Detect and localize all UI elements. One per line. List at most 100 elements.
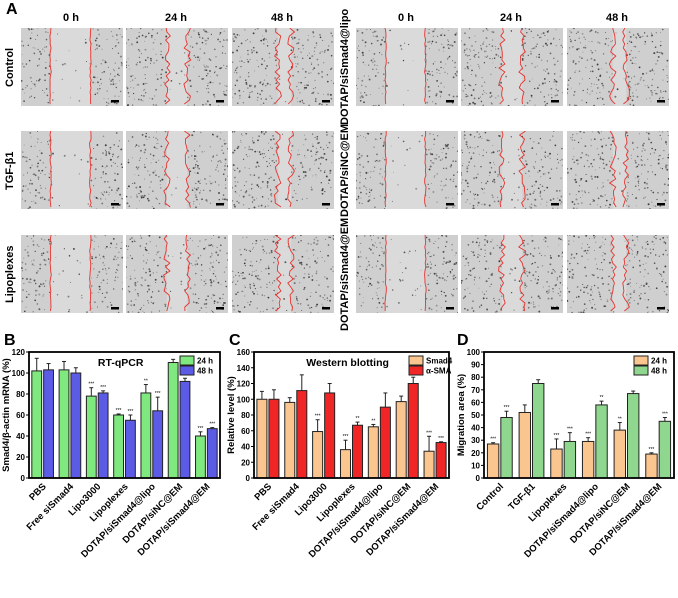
significance-marker: ** xyxy=(356,416,360,422)
y-axis-label: Migration area (%) xyxy=(456,374,467,456)
y-tick-label: 100 xyxy=(467,348,481,357)
bar xyxy=(97,392,109,479)
scale-bar xyxy=(216,203,224,206)
bar xyxy=(423,450,435,479)
micrograph xyxy=(356,131,458,209)
bar xyxy=(500,417,513,479)
bar xyxy=(179,380,191,479)
scale-bar xyxy=(657,307,665,310)
micrograph xyxy=(232,235,334,313)
x-tick-label: TGF-β1 xyxy=(506,481,538,513)
micrograph xyxy=(567,131,669,209)
y-tick-label: 0 xyxy=(246,474,251,483)
scale-bar xyxy=(322,203,330,206)
significance-marker: *** xyxy=(88,382,94,388)
bar xyxy=(367,426,379,479)
time-label: 24 h xyxy=(499,12,522,24)
bar xyxy=(627,393,640,479)
significance-marker: *** xyxy=(116,408,122,414)
wound-edge-line xyxy=(89,28,92,105)
bar xyxy=(167,362,179,479)
significance-marker: *** xyxy=(127,409,133,415)
wound-edge-line xyxy=(424,235,427,312)
wound-edge-line xyxy=(273,28,282,105)
y-tick-label: 100 xyxy=(12,369,26,378)
chart-d: D 0 10 20 30 40 50 60 70 80 90 100 Migration area (%… xyxy=(456,332,675,560)
panel-letter: C xyxy=(229,332,241,349)
micrograph xyxy=(21,131,123,209)
y-tick-label: 140 xyxy=(237,364,251,373)
legend-label: Smad4 xyxy=(426,357,453,366)
significance-marker: ** xyxy=(618,417,622,423)
group-label: DOTAP/siNC@EM xyxy=(339,123,351,217)
plot-frame xyxy=(483,351,675,479)
y-tick-label: 60 xyxy=(241,427,250,436)
significance-marker: *** xyxy=(490,437,496,443)
bar xyxy=(658,420,672,479)
bar xyxy=(486,443,500,479)
bar xyxy=(206,428,218,479)
y-tick-label: 80 xyxy=(471,373,480,382)
legend-swatch xyxy=(633,355,649,366)
wound-edge-line xyxy=(274,235,282,312)
wound-edge-line xyxy=(163,235,171,312)
significance-marker: *** xyxy=(585,432,591,438)
y-tick-label: 80 xyxy=(241,411,250,420)
y-tick-label: 50 xyxy=(471,411,480,420)
significance-marker: *** xyxy=(567,427,573,433)
y-tick-label: 70 xyxy=(471,386,480,395)
bar xyxy=(195,435,206,479)
significance-marker: *** xyxy=(426,430,432,436)
bar xyxy=(152,410,164,479)
time-label: 48 h xyxy=(270,12,293,24)
wound-edge-line xyxy=(163,131,171,208)
x-tick-label: Control xyxy=(474,481,506,513)
significance-marker: *** xyxy=(155,391,161,397)
bar xyxy=(532,383,545,479)
group-label: DOTAP/siSmad4@lipo xyxy=(339,8,351,125)
y-tick-label: 80 xyxy=(16,390,25,399)
group-label: Lipoplexes xyxy=(4,245,16,303)
bar xyxy=(268,398,280,479)
wound-edge-line xyxy=(608,131,617,208)
wound-edge-line xyxy=(498,235,506,312)
wound-edge-line xyxy=(424,131,427,208)
wound-edge-line xyxy=(622,131,630,208)
chart-c: C 0 20 40 60 80 100 120 140 160 Relative level (%)… xyxy=(226,332,453,560)
micrograph xyxy=(461,235,563,313)
y-tick-label: 60 xyxy=(16,411,25,420)
micrograph xyxy=(567,235,669,313)
wound-edge-line xyxy=(518,131,527,208)
significance-marker: *** xyxy=(662,412,668,418)
wound-edge-line xyxy=(608,28,617,105)
y-tick-label: 40 xyxy=(16,432,25,441)
group-label: TGF-β1 xyxy=(4,151,16,190)
scale-bar xyxy=(446,203,454,206)
wound-edge-line xyxy=(49,235,52,312)
micrograph xyxy=(21,235,123,313)
bar xyxy=(352,424,364,479)
significance-marker: ** xyxy=(144,379,148,385)
legend-label: α-SMA xyxy=(426,367,452,376)
plot-frame xyxy=(28,351,221,479)
scale-bar xyxy=(111,307,119,310)
wound-edge-line xyxy=(424,28,427,105)
y-tick-label: 40 xyxy=(471,424,480,433)
wound-edge-line xyxy=(498,28,506,105)
micrograph xyxy=(232,131,334,209)
time-label: 48 h xyxy=(605,12,628,24)
scale-bar xyxy=(551,307,559,310)
y-tick-label: 90 xyxy=(471,361,480,370)
wound-edge-line xyxy=(287,28,296,105)
significance-marker: ** xyxy=(371,418,375,424)
wound-edge-line xyxy=(184,235,191,312)
scale-bar xyxy=(216,307,224,310)
bar xyxy=(43,369,54,479)
scale-bar xyxy=(111,203,119,206)
wound-edge-line xyxy=(287,235,295,312)
legend-label: 24 h xyxy=(651,357,667,366)
plot-frame xyxy=(253,351,450,479)
bar xyxy=(645,453,658,479)
